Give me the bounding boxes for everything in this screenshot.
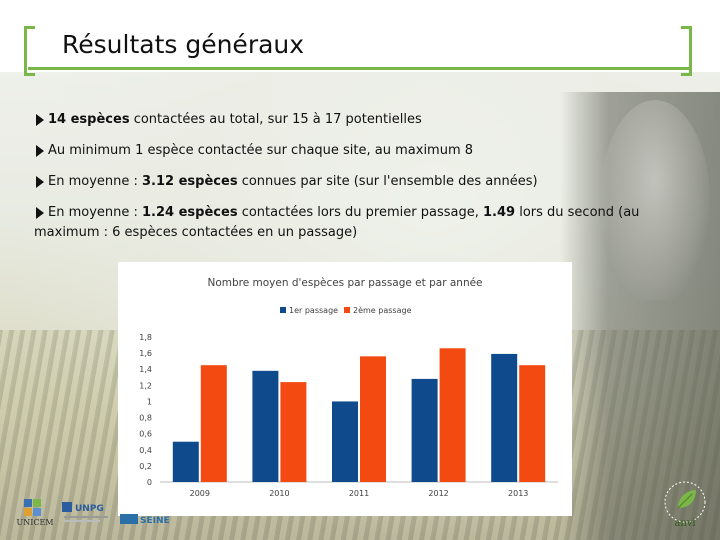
bar-chart: Nombre moyen d'espèces par passage et pa… [118,262,572,516]
bullet-arrow-icon [36,207,44,219]
x-tick-label: 2011 [349,489,369,498]
legend-swatch-1 [280,307,286,313]
bullet-text: connues par site (sur l'ensemble des ann… [237,174,538,189]
unicem-logo: UNICEM [16,499,54,527]
legend-label-1: 1er passage [289,306,338,315]
bullet-bold: 1.49 [483,205,516,220]
bullet-text: Au minimum 1 espèce contactée sur chaque… [48,143,474,158]
bar-2012-series-2 [439,348,466,482]
legend-swatch-2 [344,307,350,313]
left-bracket [24,26,35,76]
bullet-item-min-max: Au minimum 1 espèce contactée sur chaque… [34,141,674,161]
bullet-text: contactées lors du premier passage, [237,205,483,220]
bar-2013-series-1 [491,353,518,482]
seine-logo-text: SEINE [140,516,170,526]
background-person [600,100,710,300]
chart-title: Nombre moyen d'espèces par passage et pa… [207,277,482,289]
bullet-item-average-known: En moyenne : 3.12 espèces connues par si… [34,172,674,192]
bullet-bold: 1.24 espèces [142,205,238,220]
y-tick-label: 1,4 [139,365,152,374]
y-tick-label: 0,6 [139,430,152,439]
slide-title: Résultats généraux [62,30,305,59]
bullet-arrow-icon [36,145,44,157]
slide-header: Résultats généraux [0,0,720,76]
bar-2009-series-1 [172,441,199,482]
bullet-text-line2: maximum : 6 espèces contactées en un pas… [34,225,358,240]
legend-label-2: 2ème passage [353,305,412,315]
x-tick-label: 2012 [428,489,448,498]
y-tick-label: 0,2 [139,462,152,471]
x-tick-label: 2009 [190,489,210,498]
y-tick-label: 0,8 [139,414,152,423]
anvl-logo: anvl [664,481,706,529]
x-tick-label: 2013 [508,489,528,498]
bar-2009-series-2 [200,365,227,482]
bar-2012-series-1 [411,378,438,482]
bullet-arrow-icon [36,176,44,188]
bar-2013-series-2 [519,365,546,482]
bullet-bold: 3.12 espèces [142,174,238,189]
seine-logo: SEINE [120,514,170,526]
bar-2010-series-2 [280,382,307,482]
bullet-text: En moyenne : [48,174,143,189]
bullet-list: 14 espèces contactées au total, sur 15 à… [34,110,674,243]
y-tick-label: 0 [147,478,152,487]
bar-2011-series-1 [332,401,358,482]
y-tick-label: 1,8 [139,333,152,342]
unicem-logo-text: UNICEM [16,518,53,527]
bullet-text: contactées au total, sur 15 à 17 potenti… [129,112,422,127]
right-bracket [681,26,692,76]
y-tick-label: 1,6 [139,349,152,358]
bar-2010-series-1 [252,370,279,482]
bullet-item-average-passage: En moyenne : 1.24 espèces contactées lor… [34,203,674,243]
bullet-bold: 14 espèces [48,112,130,127]
bullet-item-species-total: 14 espèces contactées au total, sur 15 à… [34,110,674,130]
bar-chart-svg: Nombre moyen d'espèces par passage et pa… [139,277,558,498]
bullet-text: En moyenne : [48,205,143,220]
title-underline [28,67,692,70]
x-tick-label: 2010 [269,489,289,498]
y-tick-label: 1,2 [139,381,152,390]
bullet-arrow-icon [36,114,44,126]
bar-2011-series-2 [360,356,386,482]
unpg-logo: UNPG [62,502,108,522]
bullet-text: lors du second (au [515,205,640,220]
y-tick-label: 0,4 [139,446,152,455]
anvl-logo-text: anvl [674,518,695,529]
unpg-logo-text: UNPG [75,504,104,514]
y-tick-label: 1 [147,397,152,406]
